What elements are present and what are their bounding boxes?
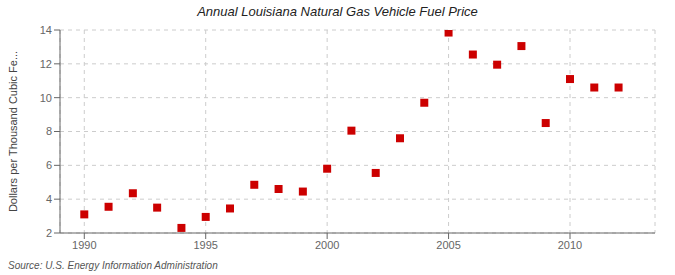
svg-text:6: 6: [46, 159, 52, 171]
svg-text:2000: 2000: [315, 239, 339, 251]
svg-text:12: 12: [40, 58, 52, 70]
svg-text:1995: 1995: [193, 239, 217, 251]
svg-text:10: 10: [40, 92, 52, 104]
svg-text:14: 14: [40, 24, 52, 36]
html-text:Source: U.S. Energy Informatio: Source: U.S. Energy Information Administ…: [8, 260, 218, 271]
svg-text:2010: 2010: [558, 239, 582, 251]
html-text:Annual Louisiana Natural Gas V: Annual Louisiana Natural Gas Vehicle Fue…: [197, 4, 478, 19]
svg-text:4: 4: [46, 193, 52, 205]
svg-text:8: 8: [46, 125, 52, 137]
svg-text:2: 2: [46, 227, 52, 239]
svg-text:2005: 2005: [436, 239, 460, 251]
svg-text:Dollars per Thousand Cubic Fe.: Dollars per Thousand Cubic Fe...: [8, 51, 19, 212]
svg-text:1990: 1990: [72, 239, 96, 251]
